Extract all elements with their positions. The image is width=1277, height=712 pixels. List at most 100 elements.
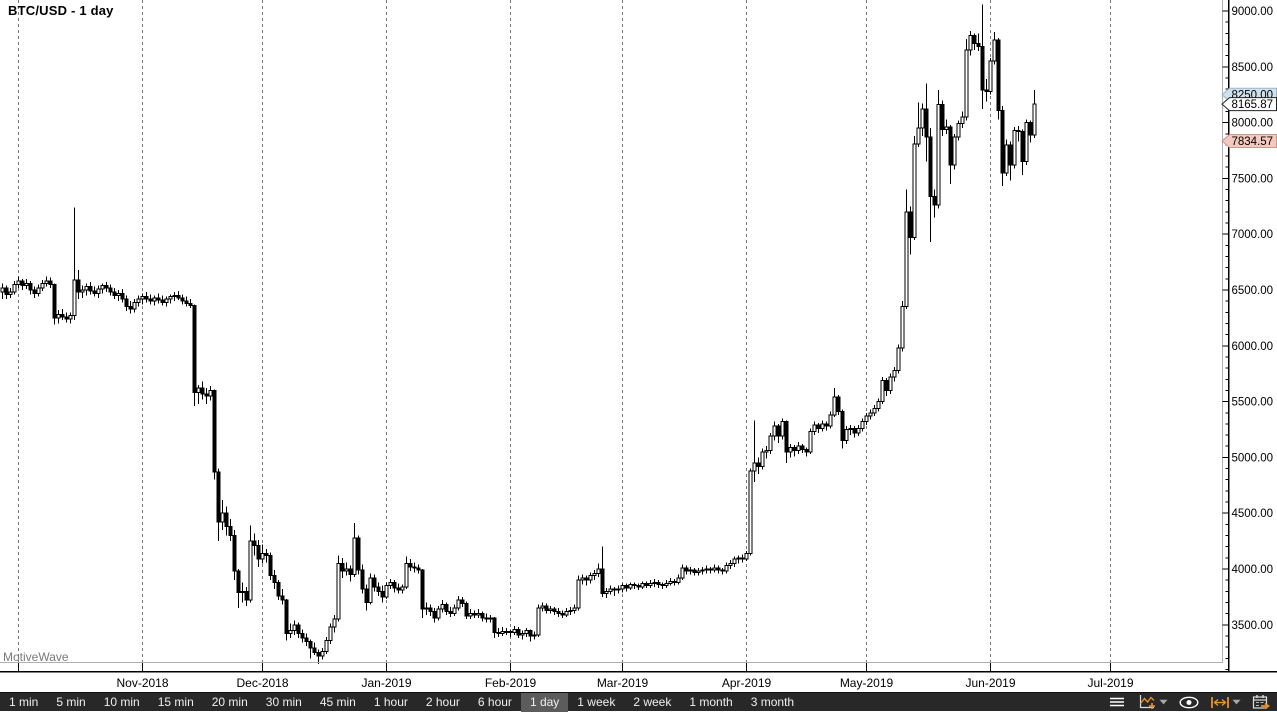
tf-button-3-month[interactable]: 3 month (750, 694, 795, 709)
candle-body (472, 613, 477, 616)
add-study-button[interactable] (1135, 693, 1170, 712)
y-axis-label: 5500.00 (1232, 397, 1274, 409)
candle-body (236, 570, 241, 593)
calendar-shift-button[interactable] (1250, 693, 1272, 712)
tf-button-45-min[interactable]: 45 min (319, 694, 356, 709)
candle-body (492, 617, 497, 634)
candle-body (92, 290, 97, 294)
candlestick-chart[interactable]: 9000.00 8500.00 8000.00 7500.00 7000.00 6500.… (0, 0, 1277, 692)
candle-body (152, 297, 157, 302)
visibility-button[interactable] (1177, 693, 1201, 712)
candle-body (304, 637, 309, 643)
candle-body (852, 427, 857, 434)
candle-body (500, 630, 505, 635)
candle-body (240, 590, 245, 593)
candle-body (724, 565, 729, 572)
candle-body (244, 590, 249, 601)
candle-body (712, 567, 717, 571)
candle-body (108, 287, 113, 293)
candle-body (552, 608, 557, 612)
candle-body (124, 298, 129, 308)
candle-body (264, 552, 269, 557)
candle-body (360, 569, 365, 590)
candle-body (700, 569, 705, 572)
candle-body (876, 401, 881, 409)
candle-body (368, 577, 373, 603)
candle-body (1028, 122, 1033, 136)
candle-body (424, 607, 429, 610)
y-axis-label: 7500.00 (1232, 173, 1274, 185)
tf-button-1-min[interactable]: 1 min (9, 694, 39, 709)
candle-body (592, 572, 597, 577)
candle-body (168, 296, 173, 300)
candle-body (824, 423, 829, 427)
candle-body (956, 123, 961, 138)
bar-spacing-button[interactable] (1208, 693, 1243, 712)
candle-body (44, 280, 49, 284)
tf-button-1-day[interactable]: 1 day (520, 692, 569, 712)
candle-body (84, 286, 89, 291)
tf-button-6-hour[interactable]: 6 hour (477, 694, 512, 709)
candle-body (328, 626, 333, 641)
candle-body (620, 585, 625, 590)
tf-button-20-min[interactable]: 20 min (211, 694, 248, 709)
candle-body (404, 562, 409, 588)
menu-button[interactable] (1106, 693, 1128, 712)
candle-body (1016, 129, 1021, 133)
x-axis-label: Apr-2019 (722, 676, 772, 690)
candle-body (248, 540, 253, 601)
candle-body (656, 581, 661, 586)
candle-body (128, 306, 133, 310)
candle-body (80, 289, 85, 293)
candle-body (984, 89, 989, 92)
tf-button-15-min[interactable]: 15 min (157, 694, 194, 709)
price-tag[interactable]: 7834.57 (1221, 134, 1277, 149)
tf-button-2-hour[interactable]: 2 hour (425, 694, 460, 709)
candle-body (100, 285, 105, 290)
candle-body (900, 306, 905, 349)
candle-body (872, 407, 877, 414)
candle-body (688, 569, 693, 572)
chart-panel[interactable]: 9000.00 8500.00 8000.00 7500.00 7000.00 6500.… (0, 0, 1277, 692)
candle-body (48, 280, 53, 285)
candle-body (432, 610, 437, 619)
candle-body (144, 296, 149, 300)
toolbar-icon-group (1106, 693, 1277, 712)
candle-body (720, 569, 725, 572)
candle-body (60, 314, 65, 318)
tf-button-10-min[interactable]: 10 min (103, 694, 140, 709)
candle-body (52, 283, 57, 319)
candle-body (120, 292, 125, 300)
candle-body (28, 282, 33, 291)
candle-body (412, 566, 417, 569)
timeframe-toolbar: 1 min 5 min 10 min 15 min 20 min 30 min … (0, 692, 1277, 712)
candle-body (988, 60, 993, 92)
y-axis-label: 4000.00 (1232, 564, 1274, 576)
candle-body (968, 35, 973, 51)
tf-button-2-week[interactable]: 2 week (633, 694, 672, 709)
candle-body (832, 396, 837, 416)
candle-body (284, 599, 289, 635)
candle-body (796, 445, 801, 452)
candle-body (728, 562, 733, 567)
candle-body (12, 283, 17, 293)
price-tag[interactable]: 8165.87 (1221, 97, 1277, 112)
dropdown-arrow-icon (1232, 699, 1241, 705)
candle-body (788, 446, 793, 453)
y-axis-label: 8000.00 (1232, 118, 1274, 130)
tf-button-1-month[interactable]: 1 month (689, 694, 733, 709)
tf-button-1-week[interactable]: 1 week (577, 694, 616, 709)
candle-body (364, 588, 369, 603)
tf-button-5-min[interactable]: 5 min (56, 694, 86, 709)
tf-button-1-hour[interactable]: 1 hour (373, 694, 408, 709)
candle-body (960, 116, 965, 125)
candle-body (660, 584, 665, 587)
candle-body (436, 608, 441, 619)
candle-body (584, 577, 589, 581)
candle-body (812, 424, 817, 433)
candle-body (888, 376, 893, 391)
candle-body (276, 581, 281, 597)
candle-body (228, 526, 233, 537)
tf-button-30-min[interactable]: 30 min (265, 694, 302, 709)
candle-body (332, 618, 337, 628)
